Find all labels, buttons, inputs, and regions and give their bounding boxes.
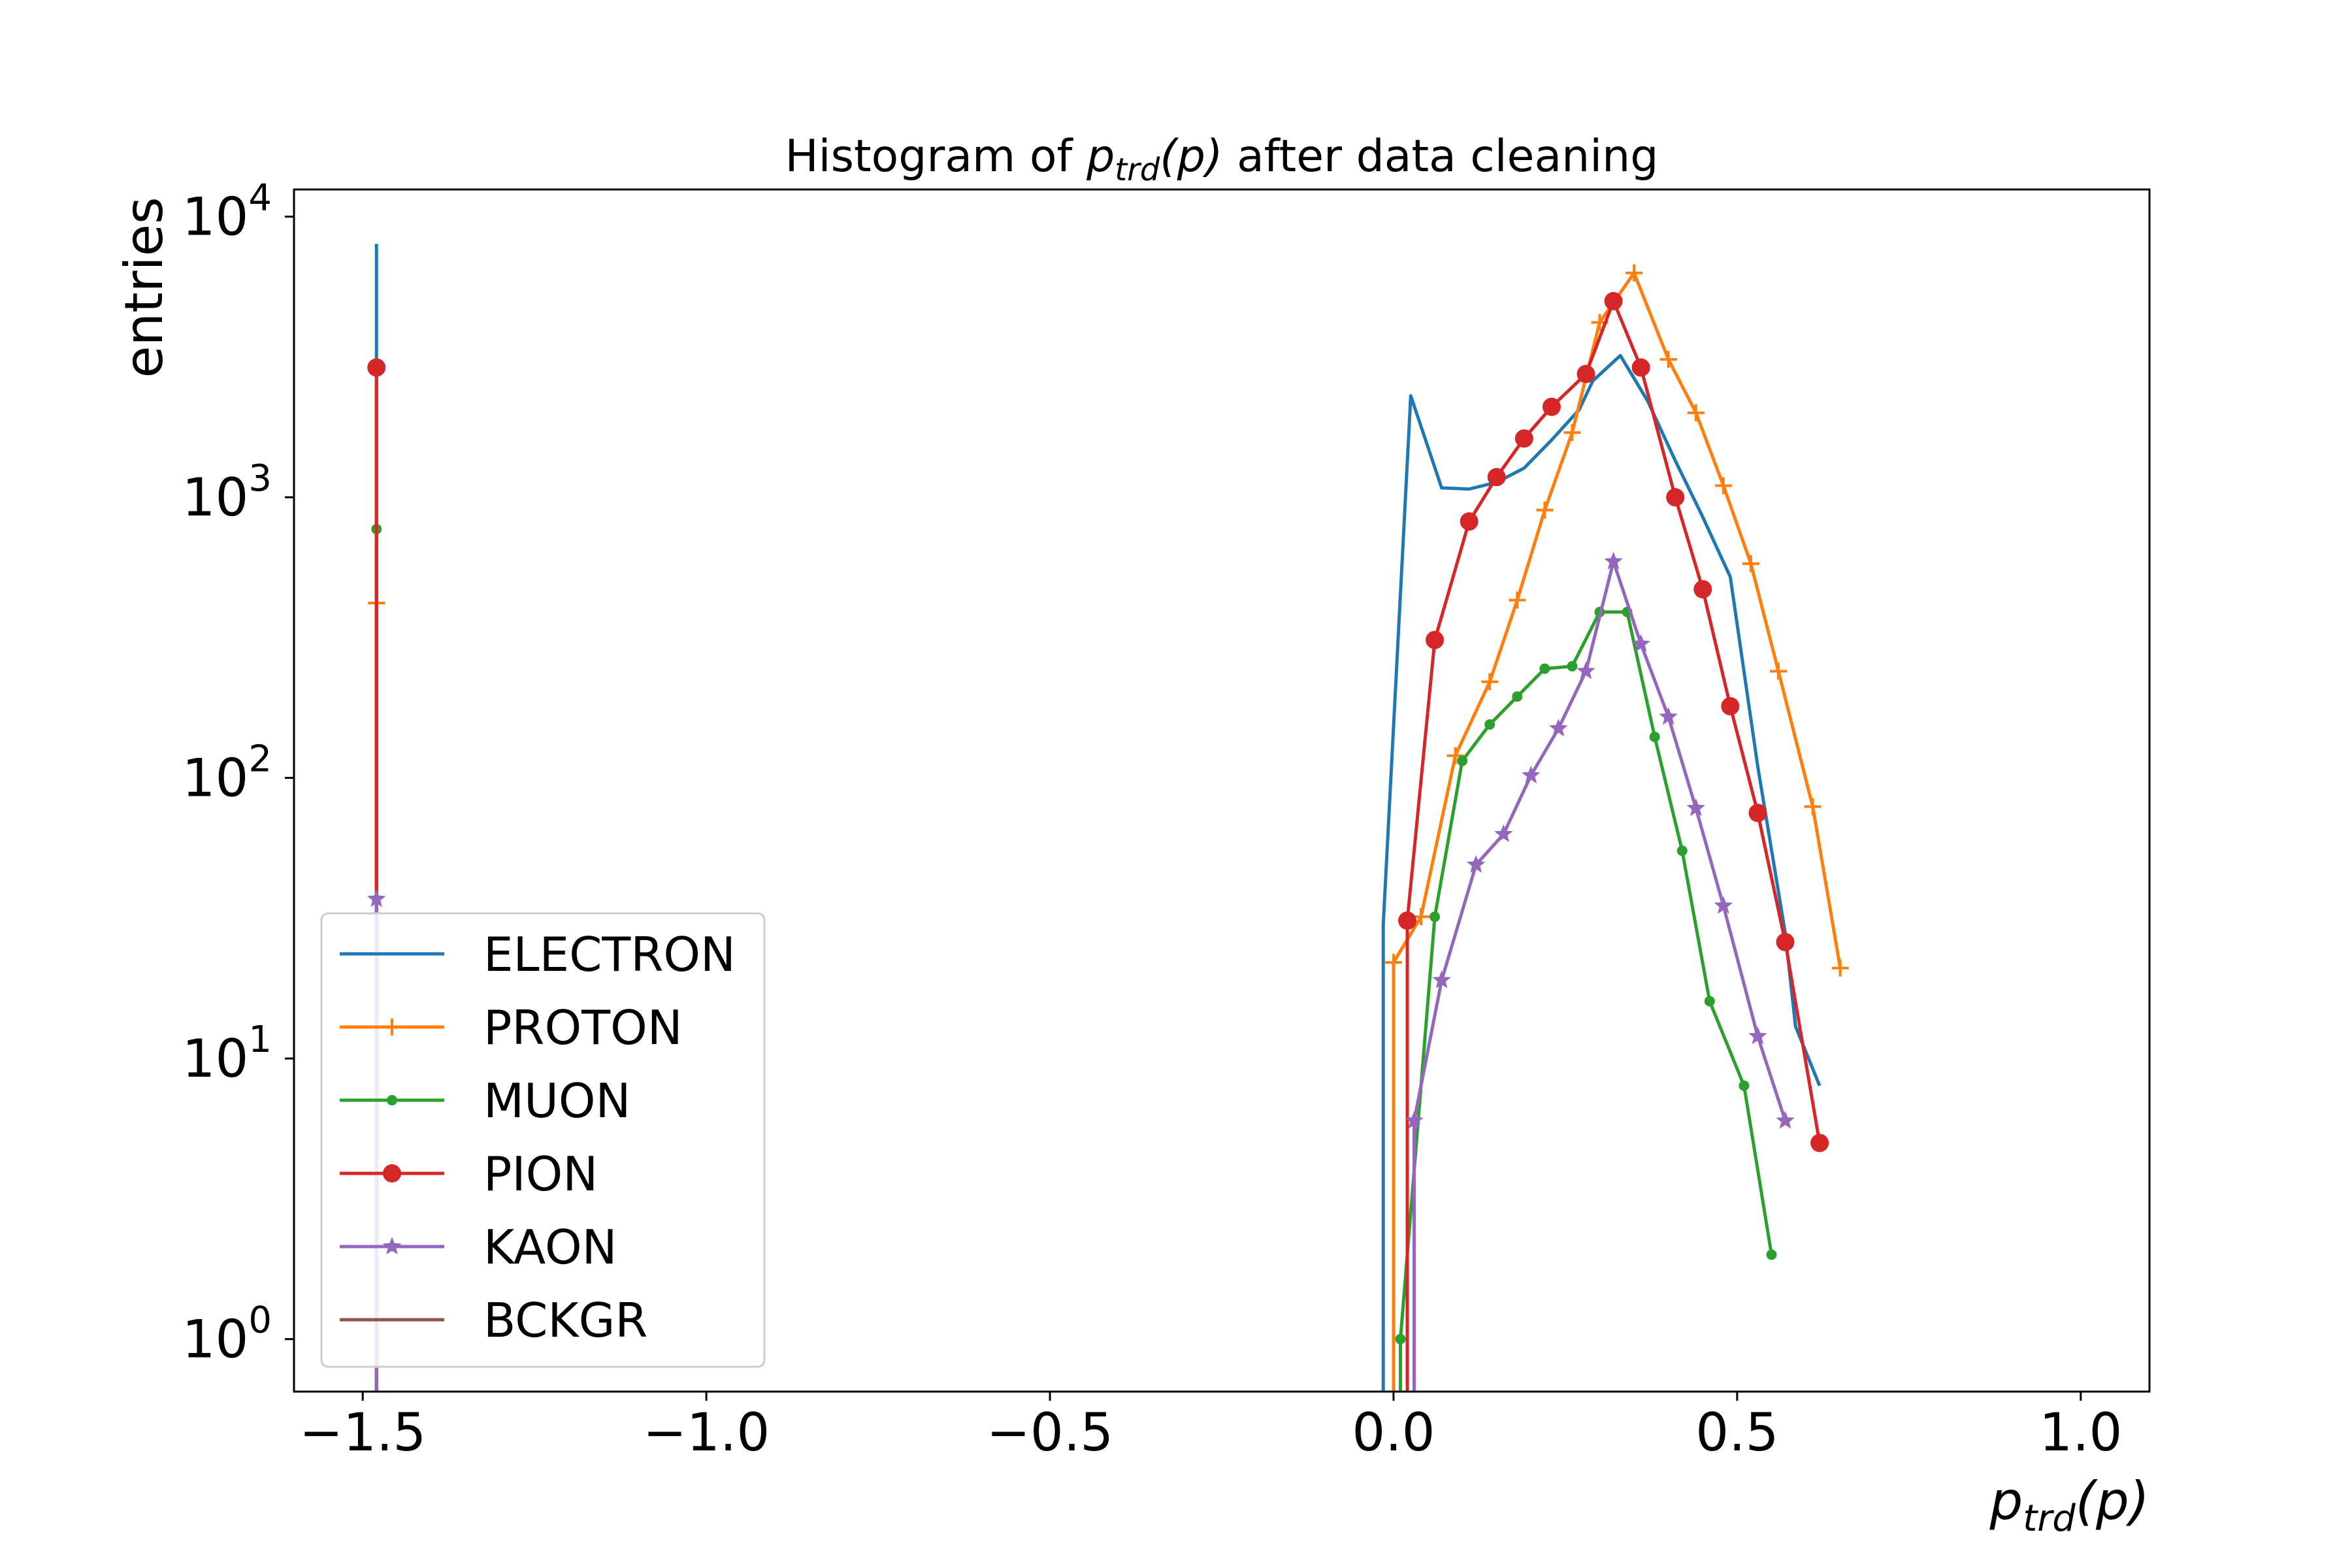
legend-label: PION — [483, 1147, 598, 1201]
series-kaon-point — [1466, 855, 1486, 873]
x-axis-label: ptrd(p) — [1989, 1471, 2149, 1540]
ticks-layer: −1.5 −1.0 −0.5 0.0 0.5 1.0 100 101 102 103 104 — [182, 177, 2123, 1463]
series-kaon-point — [1659, 707, 1678, 725]
series-pion-point — [1693, 580, 1712, 598]
y-tick-label: 100 — [182, 1299, 272, 1370]
series-proton-point — [1804, 798, 1821, 815]
series-pion-point — [1460, 512, 1478, 531]
series-pion-point — [1576, 365, 1595, 384]
series-pion-point — [1398, 911, 1416, 930]
legend-label: KAON — [483, 1220, 617, 1275]
series-pion-point — [1514, 429, 1533, 448]
series-pion-point — [1776, 932, 1795, 951]
series-kaon-point — [1432, 970, 1451, 988]
series-muon-line — [1399, 610, 1773, 1392]
series-pion-point — [1748, 804, 1767, 823]
x-tick-label: 0.5 — [1695, 1402, 1778, 1463]
series-proton-point — [1446, 747, 1464, 764]
series-kaon-point — [1714, 896, 1733, 914]
series-pion-point — [1487, 468, 1506, 487]
legend-label: MUON — [483, 1073, 630, 1128]
series-proton-point — [1714, 477, 1732, 495]
series-muon-point — [1649, 731, 1660, 742]
series-pion-point — [1604, 291, 1623, 310]
x-tick-label: −1.0 — [643, 1402, 770, 1463]
series-proton-point — [1384, 954, 1402, 972]
series-kaon-point — [1776, 1111, 1795, 1129]
legend-label: BCKGR — [483, 1293, 647, 1348]
legend-marker — [383, 1164, 401, 1183]
series-pion-point — [1542, 397, 1561, 416]
y-tick-label: 101 — [182, 1019, 272, 1089]
series-kaon-line — [1413, 560, 1787, 1392]
chart-title: Histogram of ptrd(p) after data cleaning — [785, 131, 1659, 188]
legend-item-kaon: KAON — [340, 1220, 617, 1275]
series-kaon-point — [1549, 719, 1568, 737]
series-proton-point — [1659, 351, 1677, 368]
series-pion-spike-point — [367, 358, 386, 377]
series-kaon-point — [1522, 765, 1541, 784]
x-tick-label: 1.0 — [2039, 1402, 2122, 1463]
y-axis-label: entries — [114, 197, 174, 378]
legend-marker — [384, 1019, 400, 1036]
series-muon-point — [1484, 719, 1495, 730]
series-muon-point — [1512, 691, 1523, 702]
x-tick-label: 0.0 — [1352, 1402, 1435, 1463]
plot-frame — [293, 188, 2151, 1393]
series-pion-point — [1666, 488, 1685, 507]
series-kaon-point — [1686, 798, 1705, 817]
y-tick-label: 103 — [182, 457, 272, 528]
series-proton-point — [1687, 404, 1705, 421]
legend-marker — [387, 1095, 397, 1105]
series-muon-point — [1539, 663, 1550, 674]
series-kaon-point — [1494, 824, 1513, 842]
legend-item-proton: PROTON — [340, 1000, 683, 1055]
series-pion-point — [1631, 358, 1650, 377]
series-layer — [367, 244, 1849, 1392]
series-muon-point — [1739, 1080, 1750, 1091]
legend-item-electron: ELECTRON — [340, 927, 736, 982]
series-proton-point — [1831, 959, 1849, 977]
series-proton-point — [1625, 264, 1643, 282]
legend-item-pion: PION — [340, 1147, 598, 1201]
series-pion-point — [1721, 696, 1740, 715]
series-proton-point — [1742, 555, 1759, 572]
series-muon-point — [1704, 996, 1715, 1007]
legend: ELECTRON PROTON MUON PION KAON BCKGR — [320, 912, 766, 1368]
x-tick-label: −0.5 — [987, 1402, 1113, 1463]
series-pion-point — [1426, 630, 1445, 649]
series-pion-line — [1405, 299, 1821, 1392]
series-proton-point — [1509, 591, 1526, 609]
y-tick-label: 104 — [182, 177, 272, 248]
series-kaon-point — [1604, 551, 1623, 570]
series-muon-point — [1457, 755, 1468, 766]
series-pion-point — [1810, 1134, 1829, 1152]
legend-item-muon: MUON — [340, 1073, 630, 1128]
legend-label: ELECTRON — [483, 927, 736, 982]
series-kaon-point — [1576, 661, 1595, 679]
series-proton-point — [1536, 501, 1554, 519]
legend-item-bckgr: BCKGR — [340, 1293, 647, 1348]
x-tick-label: −1.5 — [299, 1402, 426, 1463]
series-kaon-point — [1405, 1111, 1424, 1129]
series-proton-point — [1563, 424, 1581, 442]
series-muon-point — [1567, 661, 1578, 672]
legend-label: PROTON — [483, 1000, 683, 1055]
series-muon-point — [1766, 1249, 1777, 1260]
series-muon-point — [1429, 911, 1441, 923]
series-muon-point — [1676, 845, 1688, 857]
series-proton-point — [1770, 662, 1787, 680]
legend-marker — [382, 1237, 402, 1255]
y-tick-label: 102 — [182, 738, 272, 809]
series-muon-point — [1395, 1333, 1406, 1345]
series-kaon-spike-point — [367, 889, 386, 907]
series-electron-line — [1381, 353, 1821, 1392]
series-kaon-point — [1748, 1026, 1767, 1045]
series-kaon-point — [1631, 634, 1650, 652]
series-proton-point — [1481, 673, 1499, 691]
